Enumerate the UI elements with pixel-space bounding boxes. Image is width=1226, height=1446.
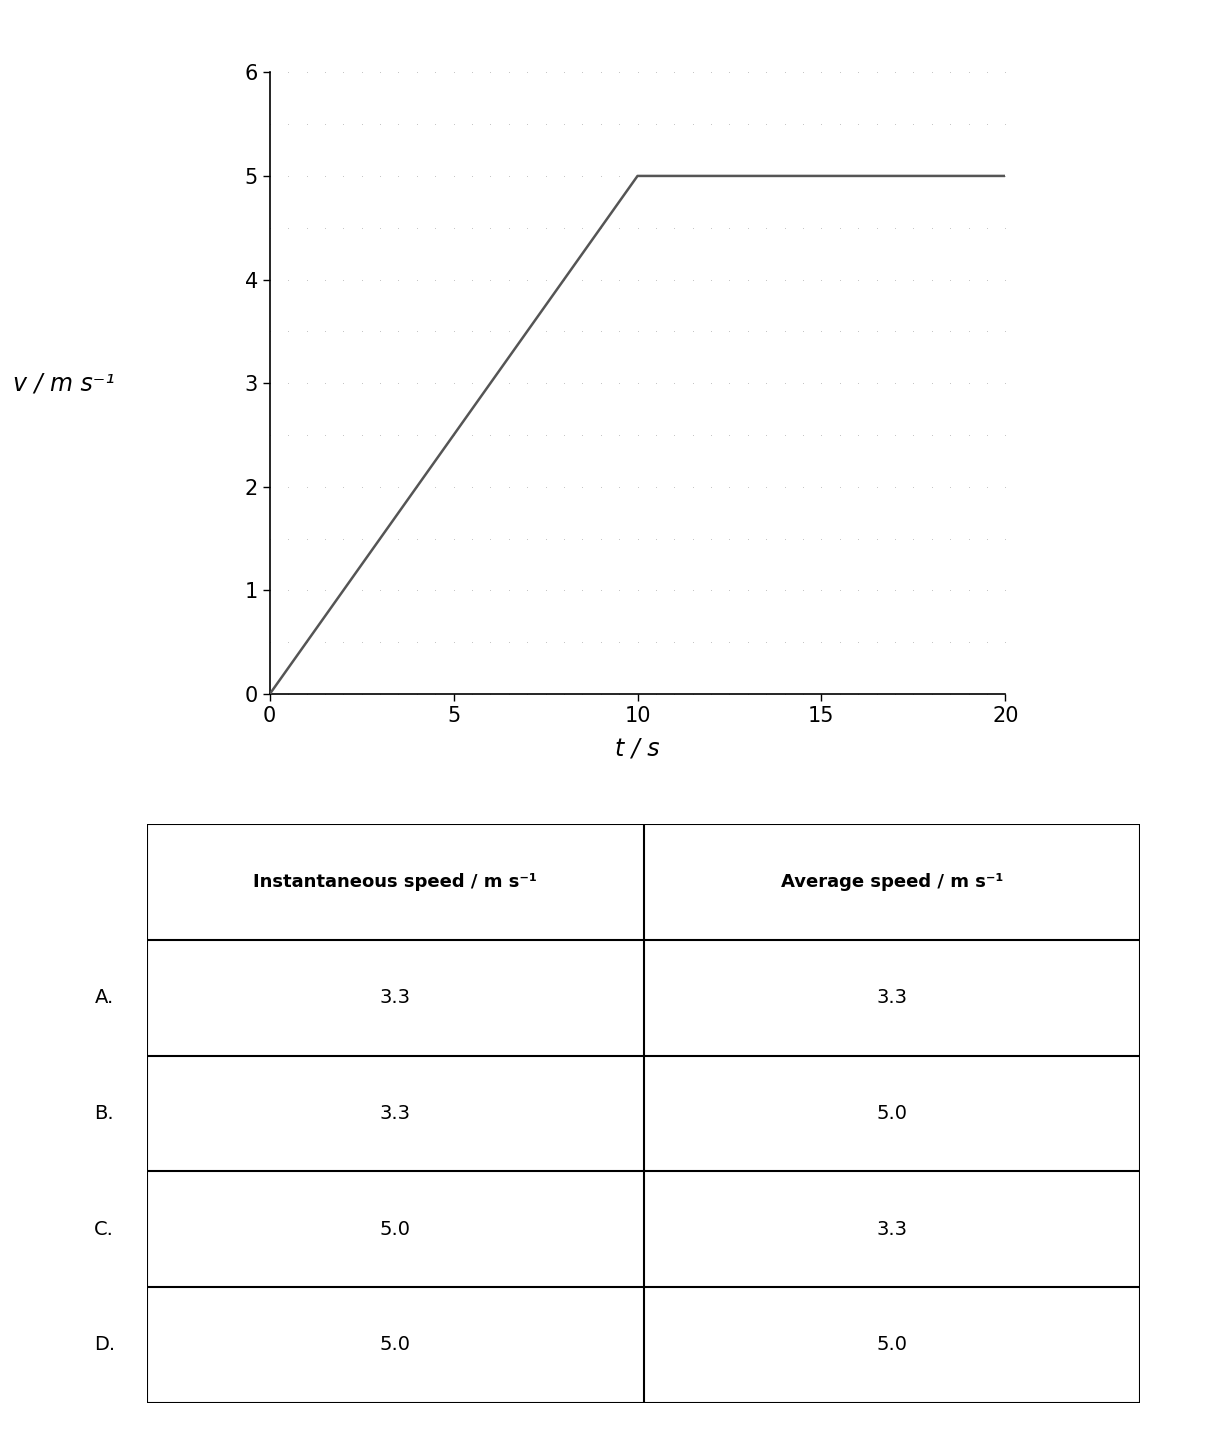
Text: A.: A.	[94, 988, 114, 1008]
Text: 3.3: 3.3	[877, 988, 907, 1008]
Text: 3.3: 3.3	[380, 988, 411, 1008]
Text: C.: C.	[94, 1219, 114, 1239]
Text: Instantaneous speed / m s⁻¹: Instantaneous speed / m s⁻¹	[254, 873, 537, 891]
Text: 5.0: 5.0	[380, 1335, 411, 1355]
Text: 5.0: 5.0	[877, 1335, 907, 1355]
Text: 3.3: 3.3	[380, 1103, 411, 1124]
Text: B.: B.	[94, 1103, 114, 1124]
Text: Average speed / m s⁻¹: Average speed / m s⁻¹	[781, 873, 1003, 891]
Text: 5.0: 5.0	[380, 1219, 411, 1239]
Text: D.: D.	[93, 1335, 115, 1355]
Text: v / m s⁻¹: v / m s⁻¹	[13, 372, 114, 395]
X-axis label: t / s: t / s	[615, 737, 660, 761]
Text: 3.3: 3.3	[877, 1219, 907, 1239]
Text: 5.0: 5.0	[877, 1103, 907, 1124]
